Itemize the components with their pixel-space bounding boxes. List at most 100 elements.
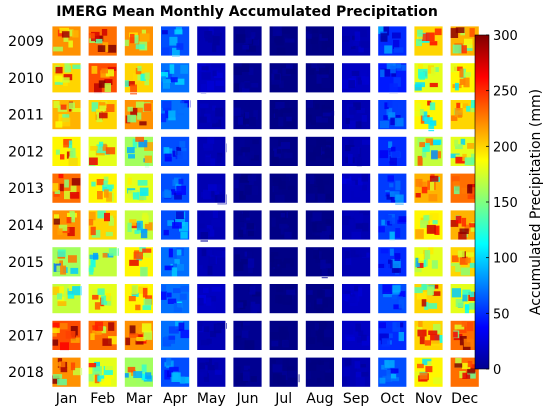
heatmap-cell <box>377 62 408 94</box>
heatmap-cell <box>377 356 408 388</box>
heatmap-cell <box>413 99 444 132</box>
year-label: 2017 <box>8 328 44 344</box>
colorbar-tick-label: 200 <box>493 140 518 155</box>
year-label: 2009 <box>8 34 44 50</box>
heatmap-cell <box>449 25 480 57</box>
heatmap-cell <box>449 135 480 167</box>
heatmap-cell <box>51 135 82 167</box>
heatmap-cell <box>196 62 227 94</box>
heatmap-cell <box>87 283 118 315</box>
heatmap-cell <box>304 62 335 94</box>
heatmap-cell <box>304 356 335 388</box>
heatmap-cell <box>160 283 191 315</box>
heatmap-cell <box>124 209 154 241</box>
heatmap-cell <box>232 62 263 94</box>
colorbar-label: Accumulated Precipitation (mm) <box>528 89 544 315</box>
heatmap-cell <box>377 135 408 167</box>
heatmap-cell <box>341 135 372 167</box>
heatmap-cell <box>51 283 82 315</box>
heatmap-cell <box>87 172 118 204</box>
heatmap-cell <box>196 99 227 130</box>
heatmap-cell <box>413 356 444 388</box>
heatmap-cell <box>341 172 372 204</box>
heatmap-cell <box>413 25 444 57</box>
heatmap-cell <box>449 172 480 204</box>
heatmap-cell <box>304 135 335 167</box>
heatmap-cell <box>304 25 335 57</box>
colorbar-tick-label: 300 <box>493 29 518 44</box>
heatmap-cell <box>160 135 191 167</box>
heatmap-cell <box>232 319 263 351</box>
heatmap-cell <box>87 209 118 241</box>
heatmap-cell <box>232 209 263 241</box>
heatmap-cell <box>124 99 154 130</box>
colorbar-tick-label: 250 <box>493 85 518 100</box>
heatmap-cell <box>124 356 154 388</box>
month-label: Sep <box>343 391 370 407</box>
heatmap-cell <box>304 209 335 241</box>
heatmap-cell <box>304 283 335 315</box>
heatmap-cell <box>51 172 82 204</box>
year-labels: 2009 2010 2011 2012 2013 2014 2015 2016 2017 2018 <box>8 34 44 381</box>
heatmap-cell <box>51 62 82 94</box>
month-label: Dec <box>451 391 478 407</box>
heatmap-cell <box>341 25 372 57</box>
heatmap-cell <box>232 135 263 167</box>
heatmap-cell <box>341 356 372 388</box>
colorbar-tick-label: 100 <box>493 252 518 267</box>
heatmap-cell <box>160 356 191 388</box>
heatmap-cell <box>268 319 299 351</box>
heatmap-cell <box>377 319 408 351</box>
heatmap-cell <box>449 356 480 388</box>
heatmap-cell <box>341 246 372 278</box>
heatmap-cell <box>268 209 299 241</box>
heatmap-cell <box>232 356 263 388</box>
heatmap-cell <box>160 62 191 94</box>
heatmap-cell <box>124 246 154 278</box>
heatmap-cell <box>87 246 119 278</box>
heatmap-cell <box>196 209 227 242</box>
heatmap-cell <box>160 209 191 241</box>
heatmap-cell <box>304 319 335 351</box>
heatmap-cell <box>160 25 191 57</box>
heatmap-cell <box>160 99 191 130</box>
year-label: 2014 <box>8 218 44 234</box>
heatmap-cell <box>51 209 82 241</box>
heatmap-cell <box>413 62 444 94</box>
heatmap-cell <box>304 172 335 204</box>
heatmap-cell <box>449 62 480 94</box>
heatmap-cell <box>87 99 118 130</box>
year-label: 2010 <box>8 71 44 87</box>
heatmap-cell <box>413 209 444 241</box>
heatmap-cell <box>341 62 372 94</box>
month-label: Mar <box>126 391 153 407</box>
year-label: 2012 <box>8 144 44 160</box>
heatmap-cell <box>413 172 444 204</box>
heatmap-cell <box>87 319 118 351</box>
year-label: 2013 <box>8 181 44 197</box>
heatmap-cell <box>124 62 154 95</box>
chart-title: IMERG Mean Monthly Accumulated Precipita… <box>56 4 438 20</box>
year-label: 2015 <box>8 255 44 271</box>
heatmap-cell <box>51 99 82 130</box>
month-label: Feb <box>90 391 115 407</box>
month-label: Jan <box>55 391 78 407</box>
colorbar-ticks: 300 250 200 150 100 50 0 <box>486 29 518 378</box>
heatmap-cell <box>87 356 118 388</box>
heatmap-cell <box>196 246 227 278</box>
heatmap-cell <box>232 25 263 57</box>
heatmap-cell <box>51 246 82 278</box>
colorbar-tick-label: 150 <box>493 196 518 211</box>
heatmap-cell <box>413 246 444 278</box>
heatmap-cell <box>124 319 154 351</box>
month-label: Oct <box>380 391 405 407</box>
heatmap-cell <box>341 319 372 351</box>
heatmap-cell <box>377 25 408 57</box>
heatmap-cell <box>124 283 154 315</box>
heatmap-cell <box>124 172 154 204</box>
heatmap-cell <box>196 356 227 388</box>
heatmap-cell <box>341 283 372 315</box>
heatmap-cell <box>196 172 227 205</box>
heatmap-cell <box>268 356 300 388</box>
